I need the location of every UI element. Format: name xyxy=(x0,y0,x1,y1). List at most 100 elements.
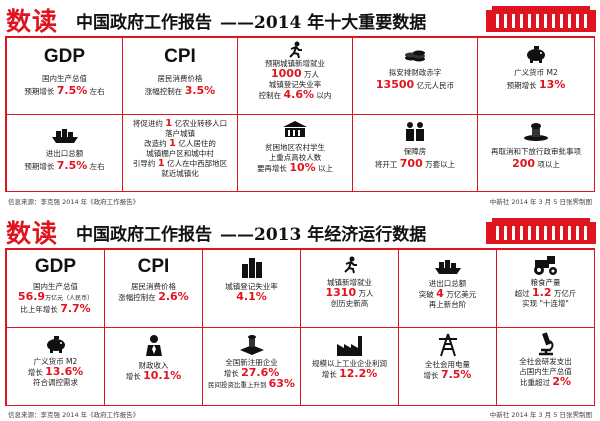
trade-note: 再上新台阶 xyxy=(428,300,467,309)
deficit-desc: 拟安排财政赤字 xyxy=(388,68,442,77)
header-2014: 数读 中国政府工作报告 ——2014 年十大重要数据 xyxy=(0,0,600,36)
microscope-icon xyxy=(538,332,553,356)
students-target: 要再增长 10% 以上 xyxy=(256,161,334,174)
cargo-ship-icon xyxy=(51,129,78,143)
header-2013: 数读 中国政府工作报告 ——2013 年经济运行数据 xyxy=(0,212,600,248)
person-running-icon xyxy=(289,41,302,59)
m2-value: 预期增长 13% xyxy=(506,78,566,91)
person-running-icon xyxy=(343,256,357,274)
band-2014: 数读 中国政府工作报告 ——2014 年十大重要数据 GDP 国内生产总值 预期增… xyxy=(0,0,600,208)
unemp-desc: 城镇登记失业率 xyxy=(225,282,278,291)
gdp-target: 预期增长 7.5% 左右 xyxy=(24,84,105,97)
workers-icon xyxy=(406,122,424,141)
jobs-desc: 城镇新增就业 xyxy=(327,278,372,287)
gdp-label: GDP xyxy=(43,46,86,67)
cpi-desc: 居民消费价格 xyxy=(131,282,176,291)
grain-value: 超过 1.2 万亿斤 xyxy=(514,286,577,299)
stamp-icon xyxy=(524,123,548,141)
credit-2014: 中新社 2014 年 3 月 5 日张霁制图 xyxy=(489,198,592,206)
cargo-ship-icon xyxy=(434,260,461,274)
rnd-value: 比重超过 2% xyxy=(519,375,572,388)
logo-shudu: 数读 xyxy=(6,219,59,248)
cpi-label: CPI xyxy=(137,256,170,277)
urban-line-4: 城镇棚户区和城中村 xyxy=(146,149,214,158)
cpi-target: 涨幅控制在 3.5% xyxy=(144,84,216,97)
gdp-value: 56.9万亿元（人民币） xyxy=(17,290,94,303)
gdp-desc: 国内生产总值 xyxy=(33,282,78,291)
title-main: 中国政府工作报告 xyxy=(76,13,212,33)
cell-industry-2013: 规模以上工业企业利润 增长 12.2% xyxy=(301,328,398,405)
power-tower-icon xyxy=(438,333,457,357)
great-hall-icon xyxy=(486,6,596,32)
rnd-desc-2: 占国内生产总值 xyxy=(519,367,572,376)
m2-note: 符合调控需求 xyxy=(33,378,78,387)
cpi-desc: 居民消费价格 xyxy=(157,74,203,83)
businessman-icon xyxy=(145,335,162,356)
page-title: 中国政府工作报告 ——2013 年经济运行数据 xyxy=(76,220,426,245)
fiscal-desc: 财政收入 xyxy=(138,361,169,370)
cell-m2-2013: 广义货币 M2 增长 13.6% 符合调控需求 xyxy=(7,328,104,405)
jobs-value: 1310 万人 xyxy=(325,286,374,299)
industry-desc: 规模以上工业企业利润 xyxy=(312,359,387,368)
logo-shudu: 数读 xyxy=(6,7,59,36)
cell-gdp-2013: GDP 国内生产总值 56.9万亿元（人民币） 比上年增长 7.7% xyxy=(7,250,104,327)
cell-approval-2014: 再取消和下放行政审批事项 200 项以上 xyxy=(478,115,594,191)
m2-value: 增长 13.6% xyxy=(27,365,84,378)
cell-fiscal-2013: 财政收入 增长 10.1% xyxy=(105,328,202,405)
unemp-value: 控制在 4.6% 以内 xyxy=(258,88,332,101)
firms-desc: 全国新注册企业 xyxy=(225,358,278,367)
jobs-note: 创历史新高 xyxy=(330,299,369,308)
great-hall-icon xyxy=(486,218,596,244)
gdp-growth: 比上年增长 7.7% xyxy=(20,302,91,315)
gdp-desc: 国内生产总值 xyxy=(42,74,87,83)
urban-line-2: 落户城镇 xyxy=(165,129,195,138)
cpi-value: 涨幅控制在 2.6% xyxy=(118,290,189,303)
urban-line-6: 就近城镇化 xyxy=(161,169,199,178)
urban-line-5: 引导约 1 亿人在中西部地区 xyxy=(132,158,228,169)
cell-gdp-2014: GDP 国内生产总值 预期增长 7.5% 左右 xyxy=(7,38,122,114)
urban-line-1: 将促进约 1 亿农业转移人口 xyxy=(132,118,228,129)
industry-value: 增长 12.2% xyxy=(321,367,378,380)
cell-grain-2013: 粮食产量 超过 1.2 万亿斤 实现 "十连增" xyxy=(497,250,594,327)
city-buildings-icon xyxy=(241,258,262,278)
grid-2013: GDP 国内生产总值 56.9万亿元（人民币） 比上年增长 7.7% CPI 居… xyxy=(5,248,595,406)
coins-icon xyxy=(405,50,425,62)
housing-desc: 保障房 xyxy=(403,147,427,156)
source-2014: 信息来源：李克强 2014 年《政府工作报告》 xyxy=(8,198,140,206)
jobs-desc: 预期城镇新增就业 xyxy=(265,59,325,68)
factory-icon xyxy=(336,336,362,356)
cell-housing-2014: 保障房 将开工 700 万套以上 xyxy=(353,115,477,191)
cell-jobs-2014: 预期城镇新增就业 1000 万人 城镇登记失业率 控制在 4.6% 以内 xyxy=(238,38,352,114)
cell-m2-2014: 广义货币 M2 预期增长 13% xyxy=(478,38,594,114)
cell-power-2013: 全社会用电量 增长 7.5% xyxy=(399,328,496,405)
cell-trade-2014: 进出口总额 预期增长 7.5% 左右 xyxy=(7,115,122,191)
grain-desc: 粮食产量 xyxy=(530,278,561,287)
fiscal-value: 增长 10.1% xyxy=(125,369,182,382)
m2-desc: 广义货币 M2 xyxy=(514,68,558,77)
rnd-desc: 全社会研发支出 xyxy=(519,357,572,366)
urban-line-3: 改造约 1 亿人居住的 xyxy=(144,138,216,149)
cell-new-firms-2013: 全国新注册企业 增长 27.6% 民间投资比重上升到 63% xyxy=(203,328,300,405)
students-desc-1: 贫困地区农村学生 xyxy=(265,143,325,152)
m2-desc: 广义货币 M2 xyxy=(33,357,78,366)
cell-jobs-2013: 城镇新增就业 1310 万人 创历史新高 xyxy=(301,250,398,327)
unemp-value: 4.1% xyxy=(236,290,267,303)
cell-deficit-2014: 拟安排财政赤字 13500 亿元人民币 xyxy=(353,38,477,114)
piggy-bank-icon xyxy=(527,46,545,63)
deficit-value: 13500 亿元人民币 xyxy=(375,78,455,91)
housing-target: 将开工 700 万套以上 xyxy=(374,157,456,170)
cell-students-2014: 贫困地区农村学生 上重点高校人数 要再增长 10% 以上 xyxy=(238,115,352,191)
page-title: 中国政府工作报告 ——2014 年十大重要数据 xyxy=(76,8,426,33)
approval-desc: 再取消和下放行政审批事项 xyxy=(491,147,581,156)
grain-note: 实现 "十连增" xyxy=(522,299,569,308)
cell-cpi-2013: CPI 居民消费价格 涨幅控制在 2.6% xyxy=(105,250,202,327)
trade-desc: 进出口总额 xyxy=(45,149,84,158)
cell-cpi-2014: CPI 居民消费价格 涨幅控制在 3.5% xyxy=(123,38,237,114)
cell-trade-2013: 进出口总额 突破 4 万亿美元 再上新台阶 xyxy=(399,250,496,327)
registration-stamp-icon xyxy=(239,335,264,355)
cell-unemployment-2013: 城镇登记失业率 4.1% xyxy=(203,250,300,327)
student-building-icon xyxy=(283,121,307,137)
power-value: 增长 7.5% xyxy=(423,368,472,381)
cpi-label: CPI xyxy=(164,46,196,67)
trade-value: 突破 4 万亿美元 xyxy=(418,287,477,300)
